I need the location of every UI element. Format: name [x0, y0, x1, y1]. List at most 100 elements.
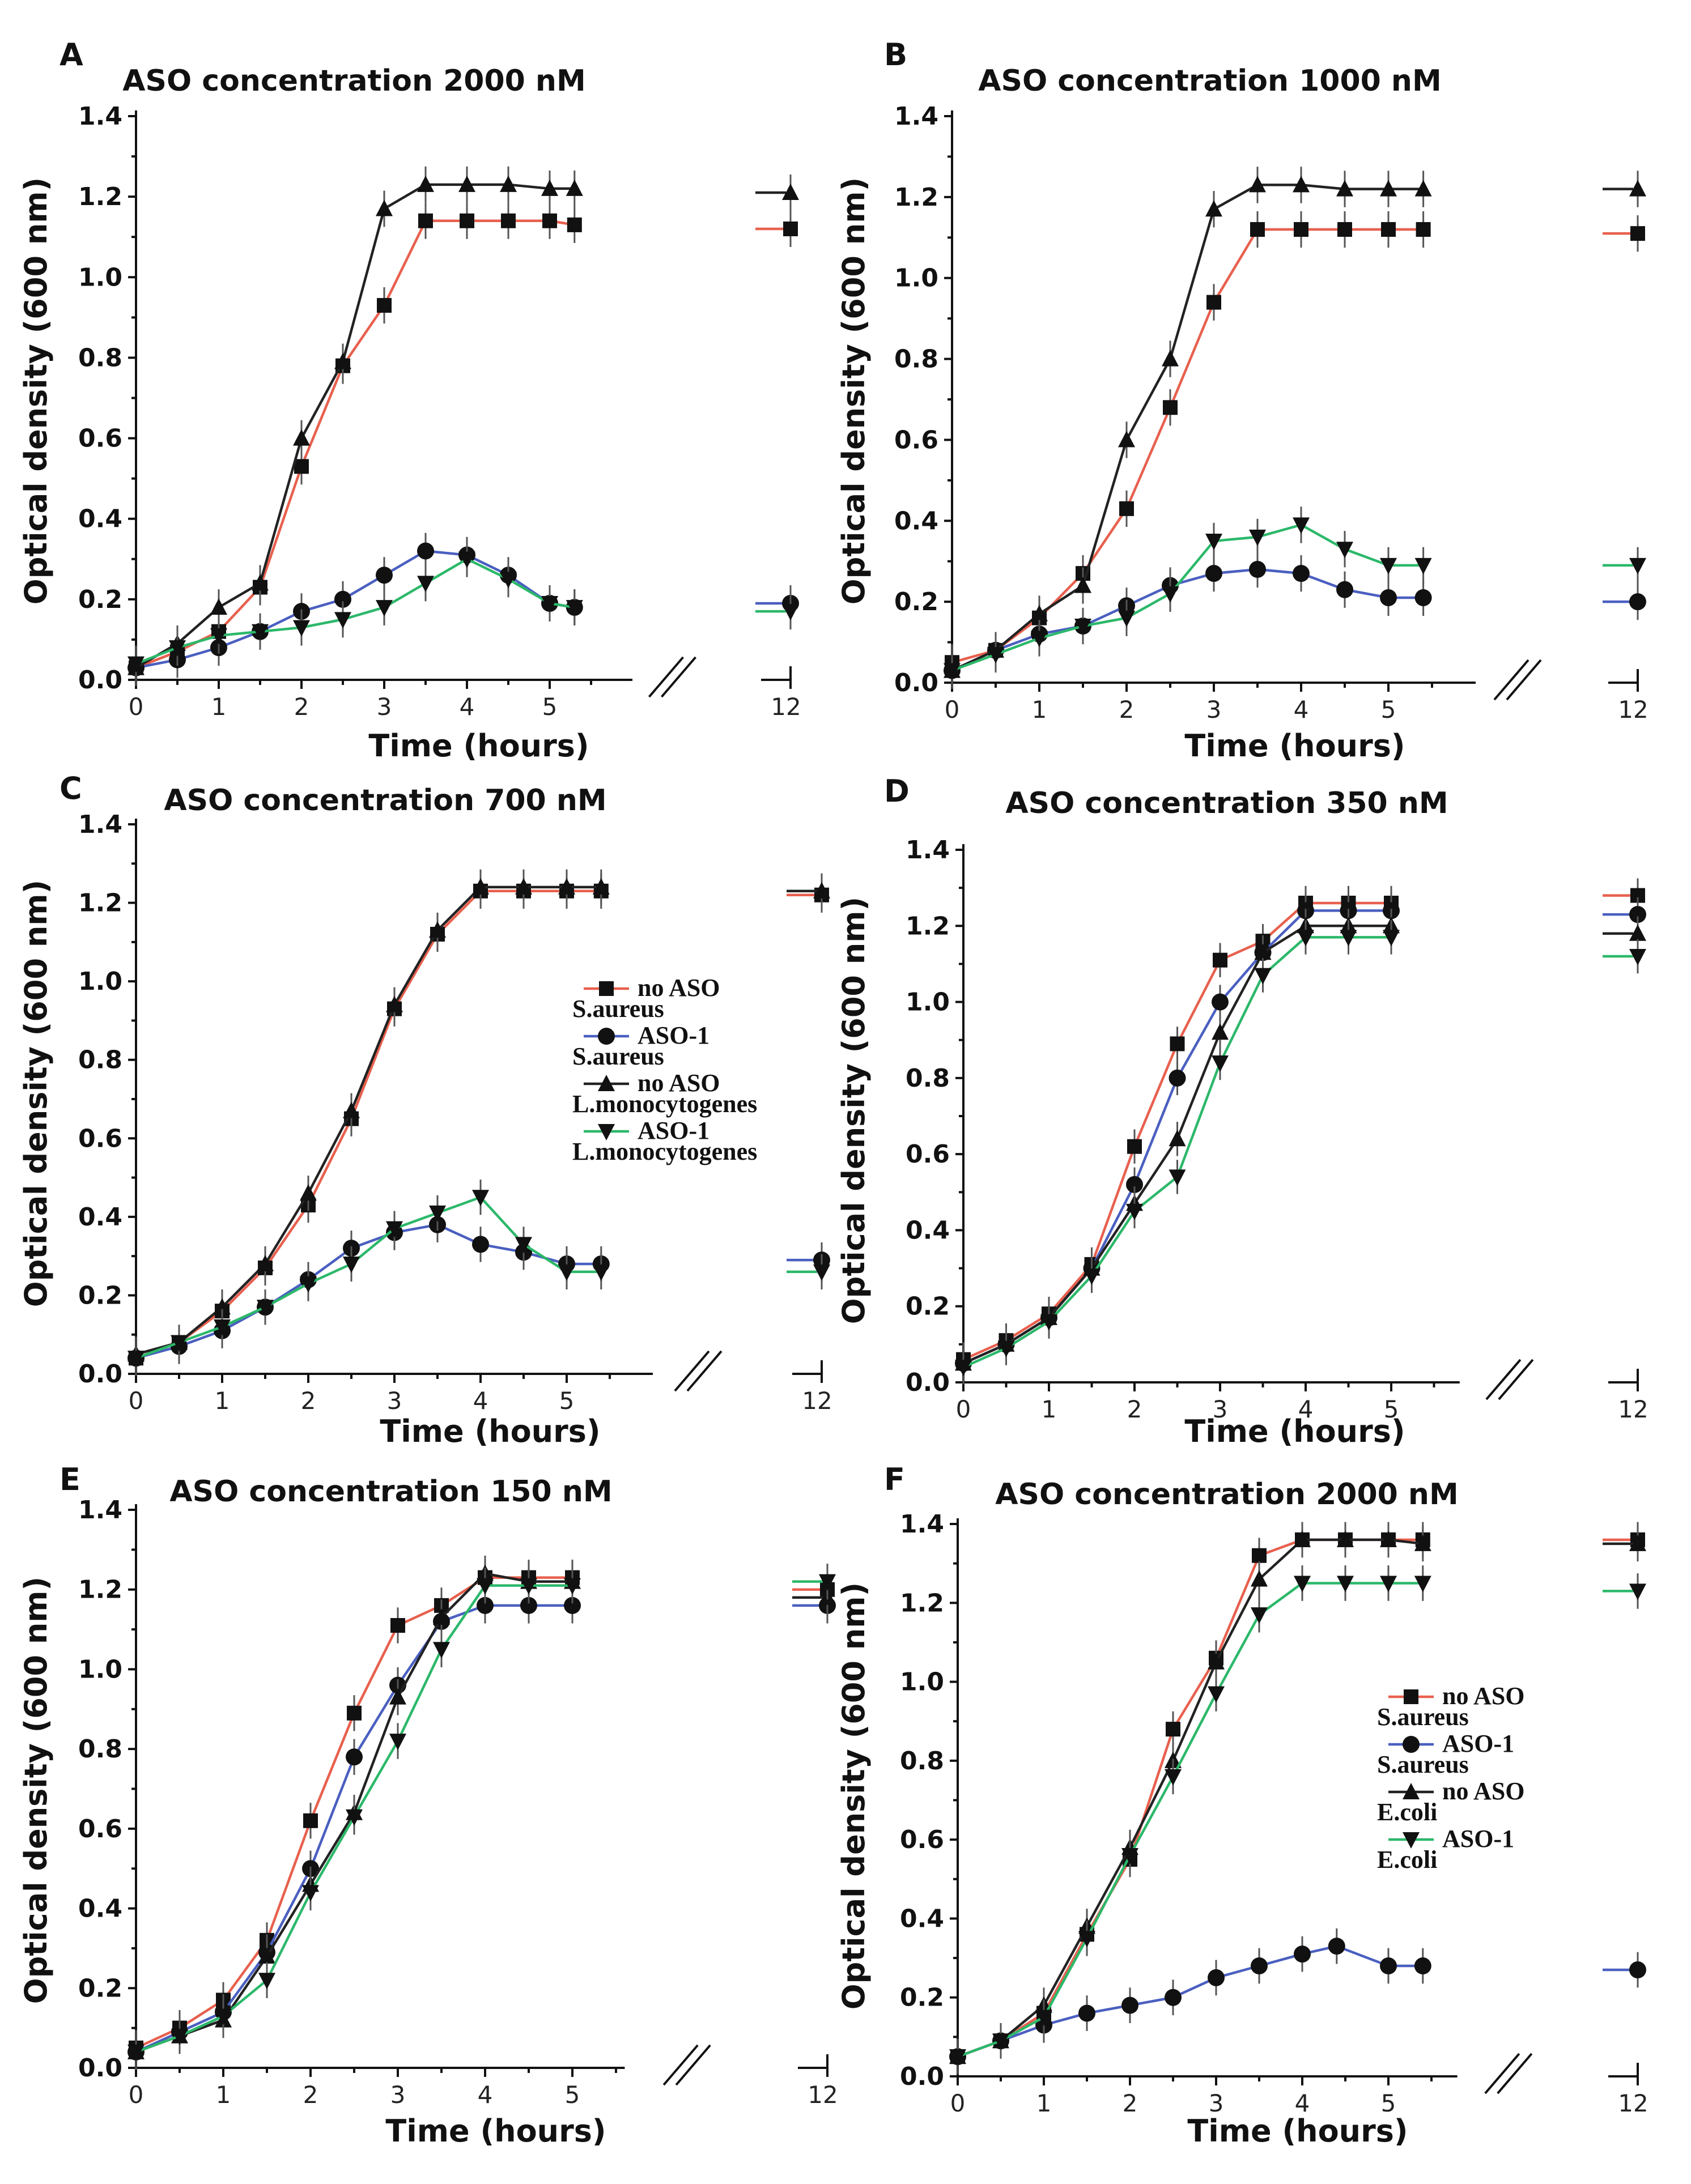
data-point-12h [1629, 1961, 1646, 1978]
legend-marker [1404, 1689, 1418, 1704]
series-line [957, 1582, 1423, 2058]
data-point [214, 1298, 231, 1315]
series-no-aso-l-monocytogenes [944, 167, 1646, 689]
x-axis-label: Time (hours) [1184, 728, 1405, 764]
y-tick-label: 0.8 [78, 343, 122, 372]
x-tick-label: 1 [215, 1387, 230, 1415]
y-tick-label: 0.8 [906, 1064, 950, 1093]
data-point [1170, 1036, 1185, 1051]
y-tick-label: 0.2 [900, 1983, 944, 2012]
legend-sublabel: S.aureus [1377, 1703, 1469, 1731]
y-tick-label: 1.2 [78, 889, 122, 918]
chart-title: ASO concentration 1000 nM [978, 64, 1441, 98]
data-point [257, 1300, 274, 1317]
data-point [302, 1885, 319, 1902]
y-tick-label: 1.2 [900, 1589, 944, 1617]
data-point [1078, 2004, 1095, 2022]
data-point [1249, 561, 1266, 578]
data-point [171, 1335, 188, 1352]
data-point [1163, 400, 1178, 415]
data-point [1205, 565, 1222, 582]
x-tick-label: 0 [945, 696, 960, 723]
data-point [1336, 581, 1353, 598]
data-point [515, 1237, 532, 1254]
panel-letter: A [60, 37, 83, 73]
data-point [334, 612, 351, 629]
data-point [1127, 1139, 1142, 1154]
x-tick-label: 0 [129, 1387, 144, 1415]
data-point [389, 1734, 406, 1751]
x-axis-label: Time (hours) [368, 728, 589, 764]
data-point [1380, 589, 1397, 606]
x-tick-label: 4 [1294, 696, 1309, 723]
data-point [566, 600, 583, 617]
data-point [1208, 1686, 1225, 1703]
data-point [1169, 1130, 1186, 1147]
data-point [300, 1276, 317, 1293]
x-tick-label: 3 [377, 693, 392, 721]
y-tick-label: 1.4 [78, 1496, 122, 1525]
data-point [252, 624, 269, 641]
legend-sublabel: S.aureus [572, 1042, 664, 1070]
data-point [258, 1973, 275, 1990]
data-point [294, 459, 309, 474]
legend-sublabel: S.aureus [1377, 1751, 1469, 1778]
data-point [1337, 222, 1352, 237]
data-point [592, 1264, 610, 1281]
data-point [376, 567, 393, 584]
data-point [343, 1101, 360, 1118]
series-aso-1-l-monocytogenes [128, 1563, 836, 2070]
data-point [1337, 1576, 1354, 1593]
x-tick-label: 4 [460, 693, 475, 721]
data-point [1040, 1314, 1057, 1331]
panel-letter: B [884, 37, 907, 73]
y-tick-label: 0.4 [78, 1894, 122, 1923]
data-point [1380, 1576, 1397, 1593]
data-point [564, 1578, 581, 1595]
data-point [567, 217, 582, 232]
data-point [1328, 1938, 1345, 1955]
data-point [1212, 993, 1229, 1011]
y-tick-label: 0.6 [78, 1124, 122, 1153]
data-point [377, 298, 392, 313]
series-aso-1-e-coli [949, 1565, 1646, 2075]
y-axis-label: Optical density (600 nm) [836, 897, 872, 1324]
y-tick-label: 0.0 [78, 1360, 122, 1389]
y-tick-label: 0.2 [78, 1281, 122, 1310]
data-point [1118, 431, 1135, 448]
data-point [386, 995, 403, 1012]
data-point [944, 663, 961, 680]
y-tick-label: 0.0 [894, 669, 938, 697]
y-axis-label: Optical density (600 nm) [836, 1582, 872, 2010]
data-point [1340, 930, 1357, 947]
data-point [1414, 589, 1432, 606]
data-point [1031, 604, 1048, 621]
x-tick-label-12h: 12 [771, 693, 801, 721]
y-tick-label: 0.0 [900, 2062, 944, 2091]
y-tick-label: 0.6 [78, 424, 122, 453]
x-tick-label: 4 [473, 1387, 488, 1415]
data-point [1205, 534, 1222, 550]
data-point [592, 878, 610, 895]
data-point [1294, 1530, 1311, 1547]
data-point [1251, 1957, 1268, 1974]
y-tick-label: 0.2 [78, 1974, 122, 2003]
data-point-12h [1629, 593, 1646, 611]
y-tick-label: 0.8 [78, 1735, 122, 1764]
data-point [472, 1190, 489, 1207]
data-point [1414, 1534, 1431, 1551]
x-tick-label: 1 [1042, 1395, 1057, 1423]
data-point [293, 429, 310, 446]
data-point [541, 179, 558, 196]
x-tick-label: 3 [387, 1387, 402, 1415]
panel-letter: F [884, 1462, 905, 1497]
data-point [1380, 1530, 1397, 1547]
y-tick-label: 1.2 [894, 183, 938, 212]
series-line [135, 557, 575, 665]
data-point [1162, 586, 1179, 603]
panel-letter: C [60, 770, 82, 806]
data-point [1380, 557, 1397, 574]
data-point [1250, 222, 1265, 237]
data-point-12h [1629, 1534, 1646, 1551]
